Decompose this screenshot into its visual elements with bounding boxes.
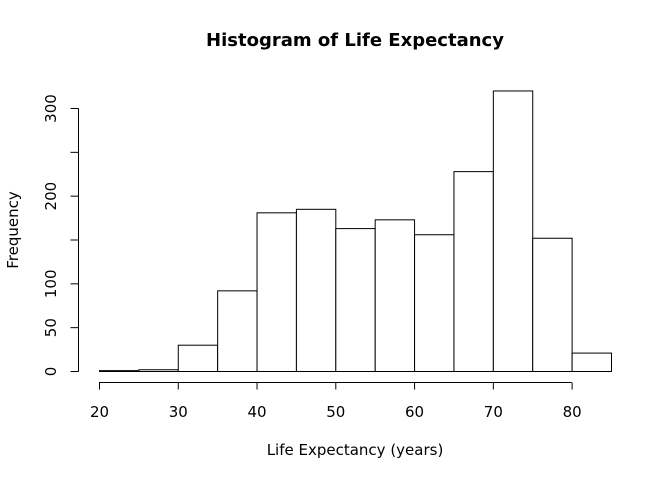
y-tick-label-200: 200 xyxy=(42,182,60,211)
y-tick-label-0: 0 xyxy=(42,367,60,377)
y-axis: 0 50 100 200 300 xyxy=(42,94,79,376)
x-tick-label-30: 30 xyxy=(169,403,188,421)
histogram-bar-30-35 xyxy=(177,344,219,373)
x-tick-label-80: 80 xyxy=(563,403,582,421)
histogram-bar-60-65 xyxy=(414,234,455,372)
bars-group xyxy=(99,90,612,373)
histogram-bar-35-40 xyxy=(217,290,258,373)
histogram-bar-65-70 xyxy=(453,171,494,372)
x-axis-label: Life Expectancy (years) xyxy=(267,441,444,459)
x-tick-label-40: 40 xyxy=(247,403,266,421)
histogram-bar-50-55 xyxy=(335,228,376,372)
histogram-bar-45-50 xyxy=(295,208,337,372)
y-tick-label-300: 300 xyxy=(42,94,60,123)
histogram-bar-20-25 xyxy=(99,370,140,372)
x-axis: 20 30 40 50 60 70 80 xyxy=(90,382,582,421)
histogram-bar-70-75 xyxy=(492,90,534,372)
y-axis-label: Frequency xyxy=(4,191,22,269)
histogram-bar-75-80 xyxy=(532,237,573,372)
x-tick-label-60: 60 xyxy=(405,403,424,421)
histogram-bar-40-45 xyxy=(256,212,297,372)
histogram-bar-80-85 xyxy=(571,352,612,372)
y-tick-label-100: 100 xyxy=(42,270,60,299)
x-tick-label-20: 20 xyxy=(90,403,109,421)
x-tick-label-70: 70 xyxy=(484,403,503,421)
chart-title: Histogram of Life Expectancy xyxy=(206,30,504,51)
x-tick-label-50: 50 xyxy=(326,403,345,421)
y-tick-label-50: 50 xyxy=(42,318,60,337)
histogram-bar-25-30 xyxy=(138,369,179,373)
histogram-bar-55-60 xyxy=(374,219,416,372)
